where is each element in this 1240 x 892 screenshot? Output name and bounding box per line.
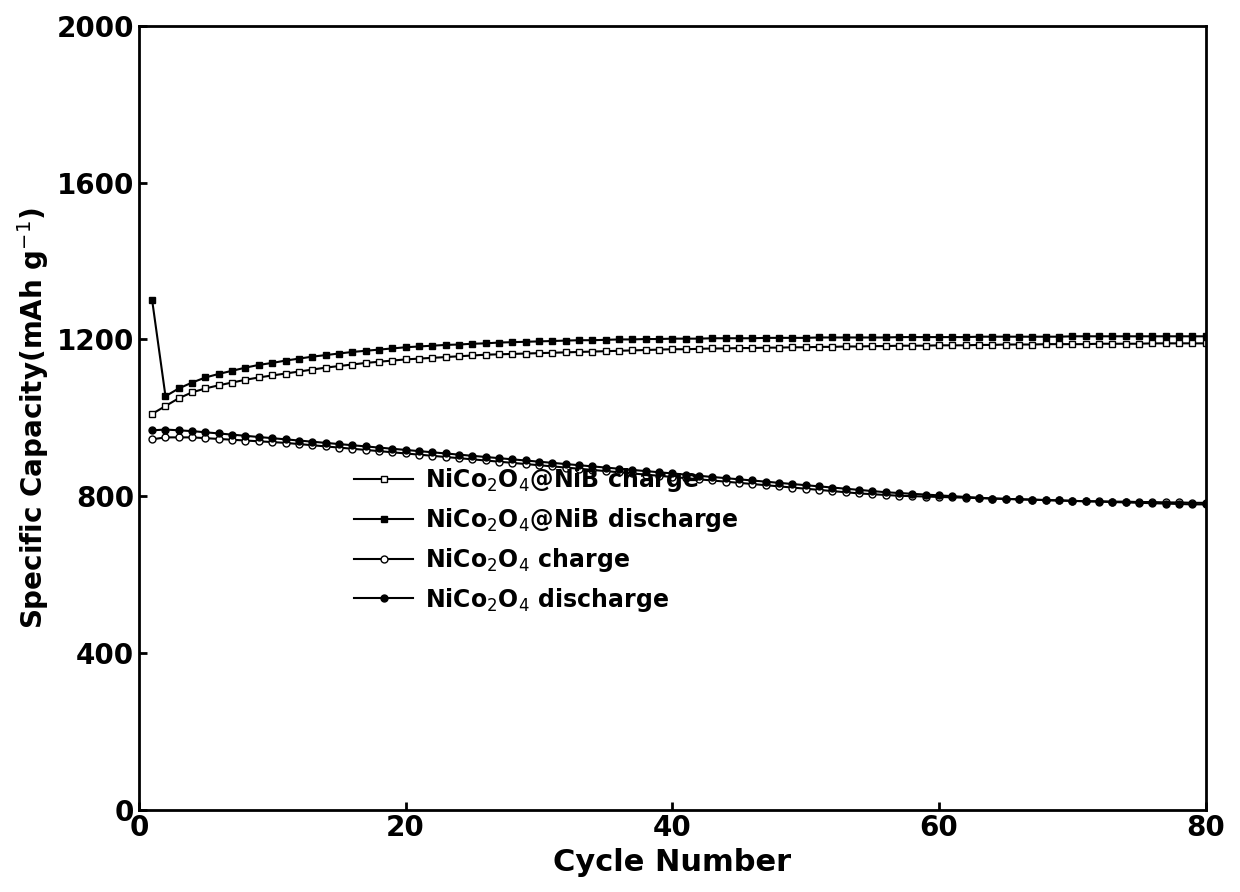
NiCo$_2$O$_4$ charge: [785, 483, 800, 493]
NiCo$_2$O$_4$ discharge: [1091, 496, 1106, 507]
NiCo$_2$O$_4$@NiB discharge: [799, 333, 813, 343]
NiCo$_2$O$_4$@NiB charge: [1198, 338, 1213, 349]
NiCo$_2$O$_4$ discharge: [799, 480, 813, 491]
NiCo$_2$O$_4$@NiB discharge: [1091, 331, 1106, 342]
NiCo$_2$O$_4$@NiB discharge: [838, 332, 853, 343]
NiCo$_2$O$_4$@NiB discharge: [785, 333, 800, 343]
NiCo$_2$O$_4$ charge: [878, 490, 893, 500]
NiCo$_2$O$_4$ discharge: [625, 465, 640, 475]
NiCo$_2$O$_4$ charge: [1091, 496, 1106, 507]
NiCo$_2$O$_4$ discharge: [838, 483, 853, 494]
NiCo$_2$O$_4$ charge: [625, 468, 640, 479]
NiCo$_2$O$_4$@NiB charge: [611, 345, 626, 356]
NiCo$_2$O$_4$ discharge: [1185, 499, 1200, 509]
NiCo$_2$O$_4$@NiB discharge: [625, 334, 640, 345]
NiCo$_2$O$_4$@NiB discharge: [145, 295, 160, 306]
X-axis label: Cycle Number: Cycle Number: [553, 848, 791, 877]
NiCo$_2$O$_4$@NiB charge: [1145, 338, 1159, 349]
NiCo$_2$O$_4$@NiB discharge: [1198, 331, 1213, 342]
NiCo$_2$O$_4$@NiB charge: [145, 409, 160, 419]
NiCo$_2$O$_4$ charge: [1198, 498, 1213, 508]
Line: NiCo$_2$O$_4$ charge: NiCo$_2$O$_4$ charge: [149, 434, 1209, 507]
NiCo$_2$O$_4$@NiB charge: [825, 342, 839, 352]
NiCo$_2$O$_4$@NiB charge: [1078, 339, 1092, 350]
NiCo$_2$O$_4$ discharge: [1198, 499, 1213, 509]
NiCo$_2$O$_4$ charge: [1185, 498, 1200, 508]
NiCo$_2$O$_4$ charge: [799, 483, 813, 494]
NiCo$_2$O$_4$@NiB charge: [785, 342, 800, 352]
Line: NiCo$_2$O$_4$@NiB discharge: NiCo$_2$O$_4$@NiB discharge: [149, 297, 1209, 400]
NiCo$_2$O$_4$ discharge: [878, 487, 893, 498]
Line: NiCo$_2$O$_4$ discharge: NiCo$_2$O$_4$ discharge: [149, 426, 1209, 508]
NiCo$_2$O$_4$ discharge: [145, 425, 160, 435]
NiCo$_2$O$_4$@NiB discharge: [157, 391, 172, 401]
Line: NiCo$_2$O$_4$@NiB charge: NiCo$_2$O$_4$@NiB charge: [149, 340, 1209, 417]
NiCo$_2$O$_4$ charge: [157, 432, 172, 442]
NiCo$_2$O$_4$@NiB charge: [864, 341, 879, 351]
NiCo$_2$O$_4$ discharge: [785, 479, 800, 490]
NiCo$_2$O$_4$ charge: [838, 487, 853, 498]
Legend: NiCo$_2$O$_4$@NiB charge, NiCo$_2$O$_4$@NiB discharge, NiCo$_2$O$_4$ charge, NiC: NiCo$_2$O$_4$@NiB charge, NiCo$_2$O$_4$@…: [342, 454, 750, 625]
NiCo$_2$O$_4$@NiB charge: [771, 343, 786, 353]
NiCo$_2$O$_4$ discharge: [157, 425, 172, 435]
Y-axis label: Specific Capacity(mAh g$^{-1}$): Specific Capacity(mAh g$^{-1}$): [15, 207, 51, 629]
NiCo$_2$O$_4$ charge: [145, 434, 160, 445]
NiCo$_2$O$_4$@NiB discharge: [878, 332, 893, 343]
